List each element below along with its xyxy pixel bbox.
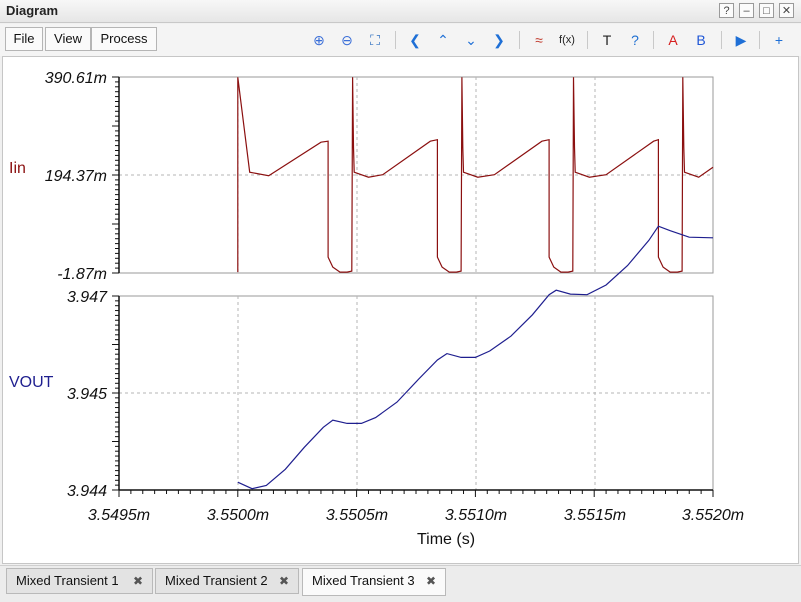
tab-mixed-transient-3[interactable]: Mixed Transient 3 ✖ [302,568,446,596]
tab-bar: Mixed Transient 1 ✖ Mixed Transient 2 ✖ … [0,565,801,602]
x-tick-label: 3.5515m [564,507,626,524]
x-axis-title: Time (s) [417,531,475,548]
x-tick-label: 3.5495m [88,507,150,524]
zoom-in-icon[interactable]: ⊕ [313,31,325,48]
toolbar-separator [519,31,520,49]
toolbar-separator [721,31,722,49]
arrow-right-icon[interactable]: ❯ [493,31,505,48]
cursor-a-icon[interactable]: A [668,32,678,48]
y-axis-title: Iin [9,160,26,177]
x-tick-label: 3.5510m [445,507,507,524]
minimize-button[interactable]: – [739,3,754,18]
y-tick-label: 194.37m [45,168,107,185]
title-bar: Diagram ? – □ ✕ [0,0,801,23]
add-window-icon[interactable]: + [774,32,784,48]
x-tick-label: 3.5500m [207,507,269,524]
text-icon[interactable]: T [602,32,612,48]
window-title: Diagram [6,3,59,18]
y-tick-label: 3.944 [67,483,107,500]
x-tick-label: 3.5505m [326,507,388,524]
y-tick-label: 3.945 [67,386,107,403]
view-menu[interactable]: View [45,27,91,51]
toolbar-separator [587,31,588,49]
y-tick-label: 390.61m [45,70,107,87]
maximize-button[interactable]: □ [759,3,774,18]
zoom-out-icon[interactable]: ⊖ [341,31,353,48]
close-tab-icon[interactable]: ✖ [132,574,143,588]
tab-mixed-transient-1[interactable]: Mixed Transient 1 ✖ [6,568,153,594]
process-menu[interactable]: Process [91,27,157,51]
help-comment-icon[interactable]: ? [631,32,639,48]
tab-label: Mixed Transient 3 [312,573,415,588]
toolbar-separator [395,31,396,49]
tab-mixed-transient-2[interactable]: Mixed Transient 2 ✖ [155,568,299,594]
y-axis-title: VOUT [9,374,54,391]
x-tick-label: 3.5520m [682,507,744,524]
vout-series-line [237,225,714,490]
help-button[interactable]: ? [719,3,734,18]
run-icon[interactable]: ▶ [735,31,747,48]
y-tick-label: -1.87m [57,266,107,283]
toolbar-separator [759,31,760,49]
arrow-up-icon[interactable]: ⌃ [437,31,449,48]
close-button[interactable]: ✕ [779,3,794,18]
y-tick-label: 3.947 [67,289,108,306]
arrow-down-icon[interactable]: ⌄ [465,31,477,48]
tab-label: Mixed Transient 1 [16,573,119,588]
toolbar-separator [653,31,654,49]
function-icon[interactable]: f(x) [559,34,575,46]
cursor-b-icon[interactable]: B [696,32,706,48]
tab-label: Mixed Transient 2 [165,573,268,588]
diagram-area: 390.61m 194.37m -1.87m Iin 3.947 3.945 3.944 VO… [2,56,799,564]
iin-series-line [237,77,714,273]
close-tab-icon[interactable]: ✖ [425,574,436,588]
waveform-icon[interactable]: ≈ [535,32,543,48]
plot-canvas: 390.61m 194.37m -1.87m Iin 3.947 3.945 3.944 VO… [9,70,744,548]
arrow-left-icon[interactable]: ❮ [409,31,421,48]
fit-view-icon[interactable]: ⛶ [370,31,380,48]
toolbar: File View Process ⊕ ⊖ ⛶ ❮ ⌃ ⌄ ❯ ≈ f(x) T? A B ▶ + [0,24,801,56]
close-tab-icon[interactable]: ✖ [278,574,289,588]
file-menu[interactable]: File [5,27,43,51]
